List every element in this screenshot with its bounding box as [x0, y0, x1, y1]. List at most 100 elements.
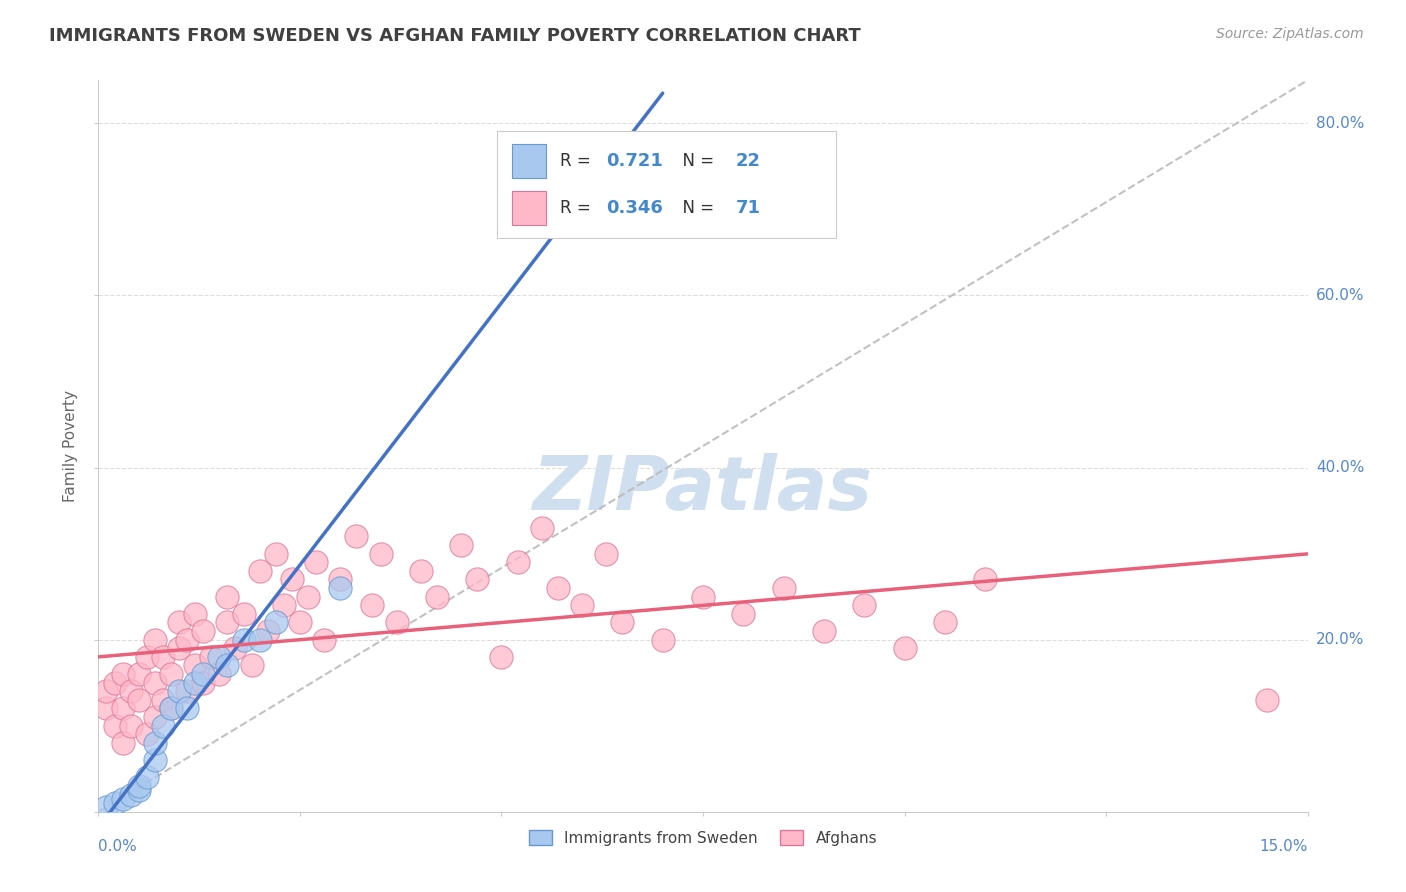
Text: 0.721: 0.721 [606, 153, 664, 170]
Point [184, 658, 207, 673]
FancyBboxPatch shape [498, 131, 837, 237]
Point [571, 598, 593, 612]
Text: ZIPatlas: ZIPatlas [533, 453, 873, 526]
Point [264, 547, 287, 561]
Text: 15.0%: 15.0% [1260, 839, 1308, 855]
Point [143, 736, 166, 750]
Point [1256, 693, 1278, 707]
Point [176, 701, 198, 715]
Point [385, 615, 408, 630]
Point [273, 598, 295, 612]
Point [344, 529, 367, 543]
Point [120, 788, 142, 802]
Bar [512, 145, 546, 178]
Text: N =: N = [672, 153, 718, 170]
Point [240, 658, 263, 673]
Point [595, 547, 617, 561]
Point [200, 649, 222, 664]
Point [288, 615, 311, 630]
Point [208, 649, 231, 664]
Point [208, 667, 231, 681]
Text: 0.0%: 0.0% [98, 839, 138, 855]
Point [232, 607, 254, 621]
Point [217, 615, 239, 630]
Point [103, 719, 125, 733]
Point [152, 649, 174, 664]
Point [329, 581, 352, 595]
Point [128, 779, 150, 793]
Point [120, 719, 142, 733]
Text: IMMIGRANTS FROM SWEDEN VS AFGHAN FAMILY POVERTY CORRELATION CHART: IMMIGRANTS FROM SWEDEN VS AFGHAN FAMILY … [49, 27, 860, 45]
Point [103, 675, 125, 690]
Point [120, 684, 142, 698]
Point [143, 675, 166, 690]
Text: R =: R = [561, 153, 596, 170]
Point [224, 641, 246, 656]
Point [143, 710, 166, 724]
Point [547, 581, 569, 595]
Point [217, 658, 239, 673]
Point [193, 624, 215, 638]
Point [651, 632, 673, 647]
Point [934, 615, 956, 630]
Point [249, 632, 271, 647]
Point [96, 684, 118, 698]
Point [974, 573, 997, 587]
Text: 20.0%: 20.0% [1316, 632, 1364, 647]
Point [370, 547, 392, 561]
Point [176, 684, 198, 698]
Point [281, 573, 304, 587]
Point [135, 770, 157, 784]
Point [128, 783, 150, 797]
Point [506, 555, 529, 569]
Point [256, 624, 278, 638]
Point [361, 598, 384, 612]
Point [152, 693, 174, 707]
Point [305, 555, 328, 569]
Point [193, 667, 215, 681]
Point [160, 667, 183, 681]
Point [249, 564, 271, 578]
Point [111, 701, 134, 715]
Point [128, 693, 150, 707]
Point [103, 796, 125, 810]
Text: 22: 22 [735, 153, 761, 170]
Bar [512, 191, 546, 225]
Point [450, 538, 472, 552]
Point [733, 607, 755, 621]
Point [193, 675, 215, 690]
Text: Source: ZipAtlas.com: Source: ZipAtlas.com [1216, 27, 1364, 41]
Point [152, 719, 174, 733]
Text: 0.346: 0.346 [606, 199, 664, 217]
Point [264, 615, 287, 630]
Text: R =: R = [561, 199, 596, 217]
Point [128, 667, 150, 681]
Point [111, 667, 134, 681]
Point [176, 632, 198, 647]
Point [111, 736, 134, 750]
Point [297, 590, 319, 604]
Point [167, 615, 190, 630]
Point [184, 607, 207, 621]
Point [612, 615, 634, 630]
Text: 80.0%: 80.0% [1316, 116, 1364, 131]
Point [111, 792, 134, 806]
Point [217, 590, 239, 604]
Point [530, 202, 553, 217]
Point [329, 573, 352, 587]
Point [813, 624, 835, 638]
Point [465, 573, 488, 587]
Point [143, 632, 166, 647]
Point [314, 632, 336, 647]
Point [853, 598, 876, 612]
Point [135, 649, 157, 664]
Point [160, 701, 183, 715]
Text: 71: 71 [735, 199, 761, 217]
Point [692, 590, 714, 604]
Point [167, 641, 190, 656]
Point [772, 581, 794, 595]
Point [160, 701, 183, 715]
Y-axis label: Family Poverty: Family Poverty [63, 390, 79, 502]
Point [232, 632, 254, 647]
Text: 40.0%: 40.0% [1316, 460, 1364, 475]
